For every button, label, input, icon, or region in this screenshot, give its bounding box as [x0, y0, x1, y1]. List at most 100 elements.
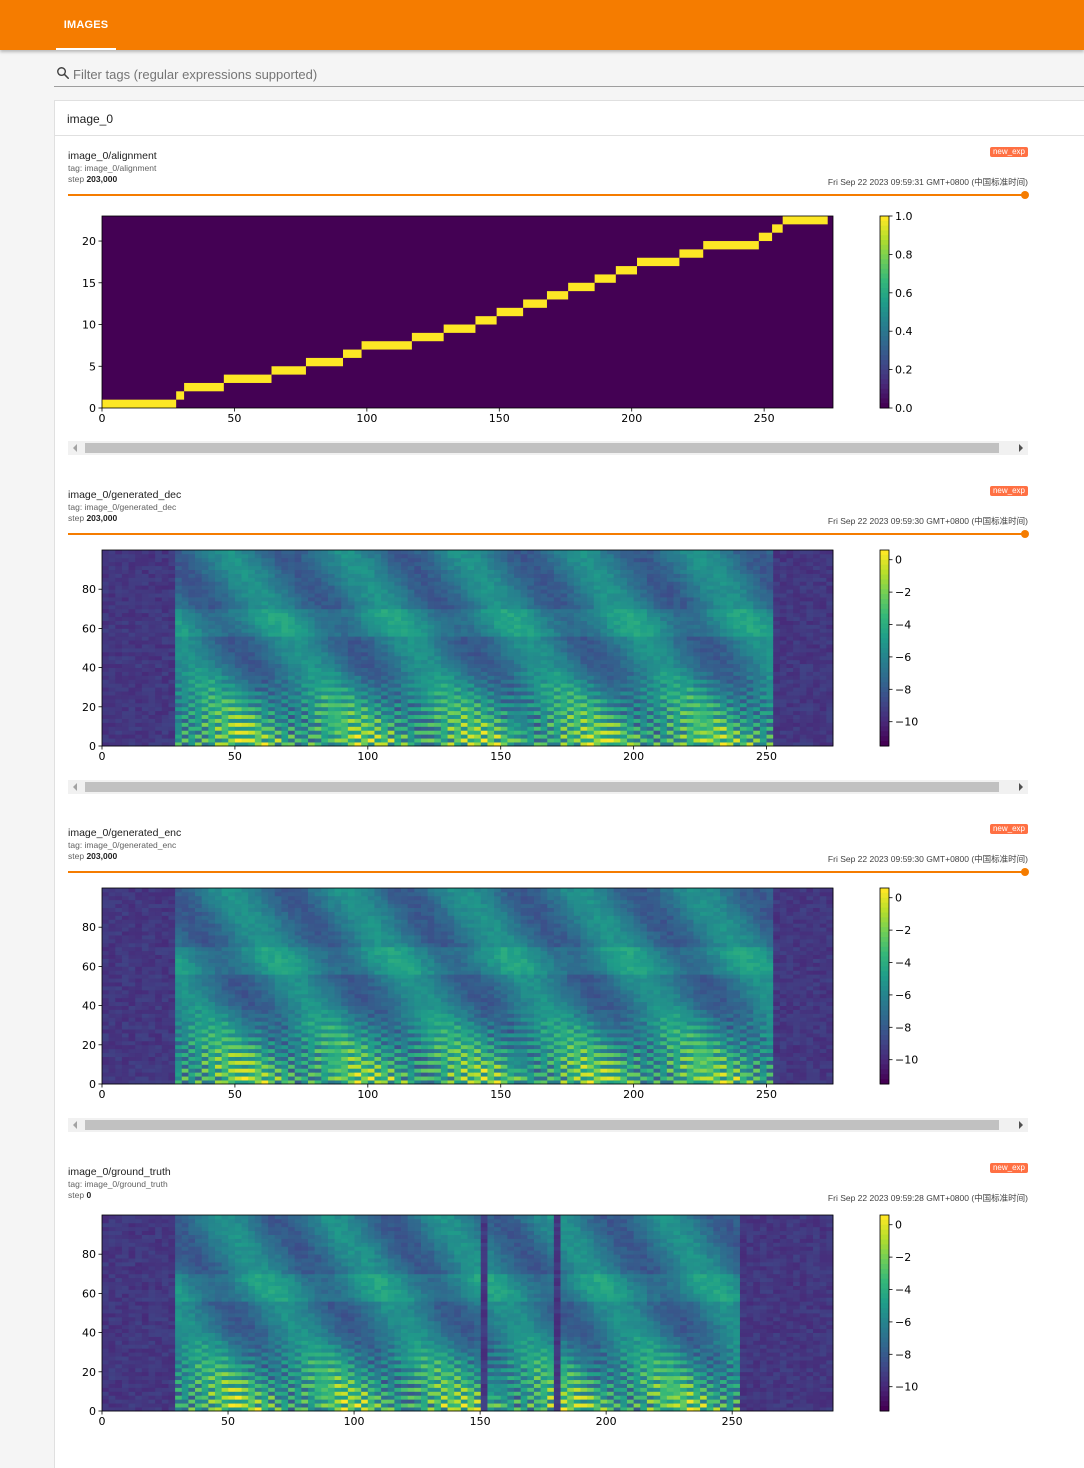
spectrogram-cell: [181, 557, 189, 563]
spectrogram-cell: [553, 569, 561, 574]
spectrogram-cell: [321, 651, 329, 657]
spectrogram-cell: [361, 648, 369, 653]
card-timestamp: Fri Sep 22 2023 09:59:31 GMT+0800 (中国标准时…: [827, 177, 1028, 187]
spectrogram-cell: [454, 604, 462, 610]
spectrogram-cell: [573, 742, 581, 747]
tag-group-header[interactable]: image_0: [55, 100, 1084, 136]
spectrogram-cell: [673, 659, 681, 665]
spectrogram-cell: [314, 702, 322, 708]
spectrogram-cell: [593, 655, 601, 661]
spectrogram-cell: [500, 561, 508, 567]
spectrogram-cell: [175, 683, 183, 688]
spectrogram-cell: [175, 718, 183, 723]
spectrogram-cell: [553, 698, 561, 704]
spectrogram-cell: [613, 734, 621, 739]
spectrogram-cell: [221, 730, 229, 735]
slider-thumb[interactable]: [1021, 191, 1029, 199]
spectrogram-cell: [739, 597, 748, 602]
spectrogram-cell: [221, 687, 229, 692]
spectrogram-cell: [128, 651, 136, 657]
step-slider[interactable]: [68, 190, 1029, 200]
spectrogram-cell: [414, 600, 422, 606]
spectrogram-cell: [666, 722, 674, 727]
step-slider[interactable]: [68, 529, 1029, 539]
spectrogram-cell: [248, 706, 256, 712]
spectrogram-cell: [700, 742, 708, 747]
spectrogram-cell: [640, 585, 648, 590]
spectrogram-cell: [420, 706, 429, 712]
spectrogram-cell: [487, 597, 495, 602]
tag-filter-input[interactable]: [73, 64, 973, 84]
spectrogram-cell: [254, 561, 262, 567]
spectrogram-cell: [308, 667, 316, 672]
spectrogram-cell: [387, 644, 395, 649]
spectrogram-cell: [520, 648, 528, 653]
spectrogram-cell: [494, 624, 502, 629]
scroll-right-arrow-icon[interactable]: [1019, 444, 1023, 452]
spectrogram-cell: [341, 687, 349, 692]
spectrogram-cell: [746, 722, 754, 727]
spectrogram-cell: [228, 577, 236, 582]
spectrogram-cell: [341, 742, 349, 747]
spectrogram-cell: [108, 644, 116, 649]
spectrogram-cell: [407, 663, 415, 668]
spectrogram-cell: [308, 683, 316, 688]
spectrogram-cell: [314, 620, 322, 625]
spectrogram-cell: [434, 600, 442, 606]
spectrogram-cell: [467, 655, 475, 661]
spectrogram-cell: [135, 628, 143, 633]
spectrogram-cell: [660, 718, 668, 723]
spectrogram-cell: [381, 620, 389, 625]
spectrogram-cell: [560, 550, 568, 555]
spectrogram-cell: [168, 597, 176, 602]
tab-images[interactable]: IMAGES: [63, 19, 109, 31]
spectrogram-cell: [593, 698, 601, 704]
spectrogram-cell: [221, 561, 229, 567]
scroll-left-arrow-icon[interactable]: [73, 444, 77, 452]
spectrogram-cell: [201, 569, 209, 574]
spectrogram-cell: [148, 636, 156, 641]
spectrogram-cell: [268, 628, 276, 633]
spectrogram-cell: [666, 597, 674, 602]
spectrogram-cell: [507, 738, 515, 743]
spectrogram-cell: [520, 550, 528, 555]
spectrogram-cell: [626, 604, 635, 610]
spectrogram-cell: [434, 683, 442, 688]
spectrogram-cell: [693, 608, 701, 614]
spectrogram-cell: [201, 738, 209, 743]
spectrogram-cell: [633, 644, 641, 649]
spectrogram-cell: [141, 581, 149, 586]
spectrogram-cell: [640, 636, 648, 641]
image-horizontal-scrollbar[interactable]: [68, 441, 1028, 455]
spectrogram-cell: [713, 640, 721, 645]
spectrogram-cell: [706, 648, 714, 653]
spectrogram-cell: [467, 726, 475, 731]
spectrogram-cell: [161, 659, 169, 665]
spectrogram-cell: [626, 655, 635, 661]
spectrogram-cell: [188, 620, 196, 625]
spectrogram-cell: [294, 644, 302, 649]
spectrogram-cell: [567, 616, 575, 621]
spectrogram-cell: [347, 585, 355, 590]
spectrogram-cell: [434, 738, 442, 743]
spectrogram-cell: [653, 612, 661, 618]
spectrogram-cell: [460, 710, 468, 716]
spectrogram-cell: [108, 655, 116, 661]
spectrogram-cell: [686, 569, 694, 574]
spectrogram-cell: [367, 616, 375, 621]
spectrogram-cell: [700, 734, 708, 739]
spectrogram-cell: [347, 742, 355, 747]
spectrogram-cell: [547, 561, 555, 567]
spectrogram-cell: [454, 550, 462, 555]
spectrogram-cell: [587, 687, 595, 692]
spectrogram-cell: [261, 683, 269, 688]
spectrogram-cell: [181, 612, 189, 618]
spectrogram-cell: [533, 671, 541, 676]
spectrogram-cell: [148, 550, 156, 555]
slider-thumb[interactable]: [1021, 530, 1029, 538]
spectrogram-cell: [294, 742, 302, 747]
scrollbar-thumb[interactable]: [85, 443, 999, 453]
spectrogram-cell: [347, 738, 355, 743]
spectrogram-cell: [401, 624, 409, 629]
spectrogram-cell: [175, 698, 183, 704]
